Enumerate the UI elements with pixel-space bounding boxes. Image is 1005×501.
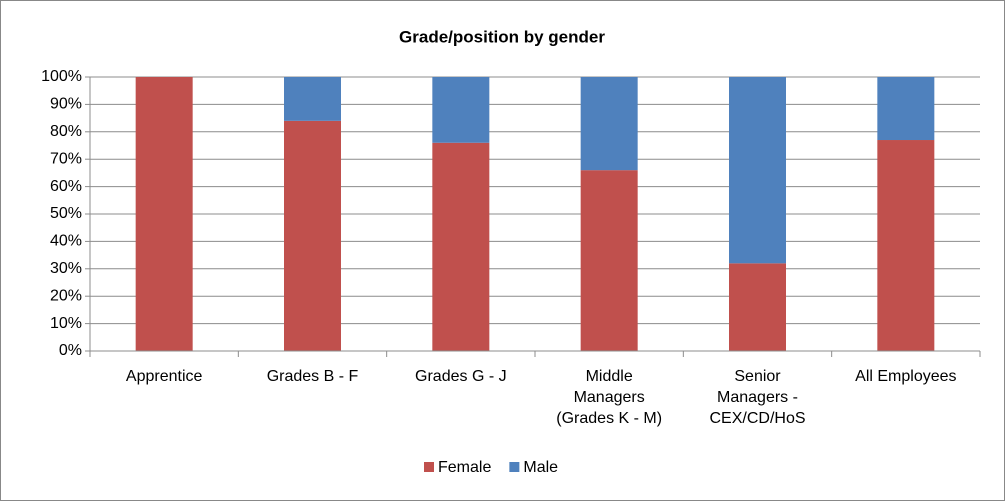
y-tick-label: 70% [50,150,82,167]
bar-segment [135,77,193,351]
chart-title: Grade/position by gender [399,27,605,46]
legend-label: Male [523,459,558,476]
bar-segment [877,140,935,351]
bar-segment [432,142,490,351]
x-tick-label: All Employees [855,368,956,385]
x-tick-label: Senior Managers -CEX/CD/HoS [709,368,805,427]
bar-segment [877,77,935,141]
legend-swatch [509,462,520,472]
y-tick-label: 90% [50,96,82,113]
bar-segment [580,77,638,171]
x-tick-label: Apprentice [126,368,203,385]
y-tick-label: 100% [41,68,82,85]
legend-label: Female [438,459,491,476]
legend-swatch [424,462,434,472]
bar-segment [284,120,341,351]
bar-segment [729,263,786,351]
y-tick-label: 50% [50,205,82,222]
bar-segment [580,170,638,351]
y-tick-label: 0% [59,342,82,359]
bar-segment [432,77,490,143]
x-tick-label: Grades B - F [267,368,359,385]
y-tick-label: 40% [50,233,82,250]
x-tick-label: Grades G - J [415,368,507,385]
y-tick-label: 80% [50,123,82,140]
bar-segment [729,77,786,264]
y-tick-label: 30% [50,260,82,277]
bar-segment [284,77,341,121]
y-tick-label: 20% [50,287,82,304]
y-tick-label: 60% [50,178,82,195]
x-tick-label: Middle Managers (Grades K - M) [556,368,662,427]
y-tick-label: 10% [50,315,82,332]
